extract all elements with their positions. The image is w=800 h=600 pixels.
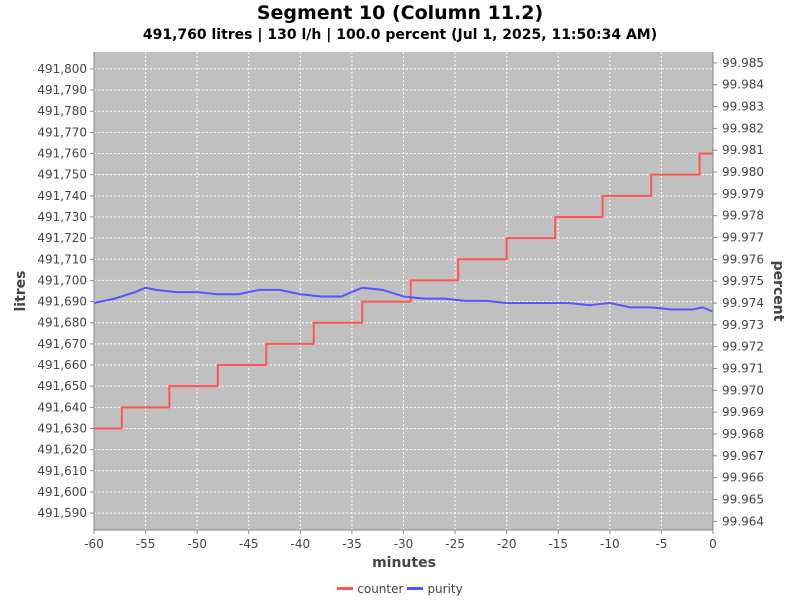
legend-item-purity: purity (407, 581, 463, 596)
y-tick-label-left: 491,710 (37, 252, 87, 266)
x-tick-label: -5 (655, 537, 667, 551)
x-tick-label: -35 (342, 537, 362, 551)
y-tick-label-right: 99.971 (722, 361, 764, 375)
y-tick-label-right: 99.965 (722, 492, 764, 506)
y-tick-label-left: 491,640 (37, 400, 87, 414)
y-tick-label-left: 491,800 (37, 62, 87, 76)
y-tick-label-left: 491,770 (37, 125, 87, 139)
x-tick-label: -10 (600, 537, 620, 551)
y-tick-label-right: 99.972 (722, 340, 764, 354)
y-tick-label-left: 491,760 (37, 147, 87, 161)
x-tick-label: -50 (187, 537, 207, 551)
chart-title: Segment 10 (Column 11.2) (256, 2, 544, 24)
legend-label: purity (427, 581, 463, 596)
y-tick-label-left: 491,630 (37, 421, 87, 435)
x-tick-label: 0 (709, 537, 717, 551)
y-tick-label-right: 99.970 (722, 383, 764, 397)
legend-label: counter (357, 581, 404, 596)
x-tick-label: -20 (497, 537, 517, 551)
y-tick-label-right: 99.981 (722, 143, 764, 157)
y-tick-label-right: 99.977 (722, 231, 764, 245)
grid-lines (93, 52, 714, 530)
x-tick-label: -30 (394, 537, 414, 551)
x-tick-label: -25 (445, 537, 465, 551)
y-tick-label-right: 99.982 (722, 121, 764, 135)
y-tick-label-right: 99.976 (722, 252, 764, 266)
series-line-purity (93, 286, 714, 313)
chart-subtitle: 491,760 litres | 130 l/h | 100.0 percent… (142, 27, 658, 43)
y-tick-label-right: 99.968 (722, 427, 764, 441)
x-tick-label: -55 (136, 537, 156, 551)
y-tick-label-left: 491,600 (37, 485, 87, 499)
y-tick-label-right: 99.966 (722, 471, 764, 485)
y-tick-label-left: 491,670 (37, 337, 87, 351)
y-tick-label-right: 99.978 (722, 209, 764, 223)
x-tick-label: -45 (239, 537, 259, 551)
y-tick-label-left: 491,610 (37, 464, 87, 478)
y-tick-label-left: 491,720 (37, 231, 87, 245)
series-layer (93, 152, 714, 430)
y-tick-label-right: 99.975 (722, 274, 764, 288)
y-tick-label-right: 99.985 (722, 56, 764, 70)
y-tick-label-left: 491,790 (37, 83, 87, 97)
plot-area (94, 52, 713, 530)
y-tick-label-right: 99.973 (722, 318, 764, 332)
series-line-counter (94, 152, 713, 430)
axes: -60 -55 -50 -45 -40 -35 -30 -25 -20 -15 -10 -5 0491,… (37, 52, 764, 551)
y-tick-label-right: 99.979 (722, 187, 764, 201)
legend-swatch (407, 587, 424, 590)
y-tick-label-right: 99.980 (722, 165, 764, 179)
x-axis-title: minutes (372, 555, 436, 571)
y-tick-label-left: 491,660 (37, 358, 87, 372)
y-tick-label-right: 99.983 (722, 100, 764, 114)
y-tick-label-left: 491,690 (37, 295, 87, 309)
y-tick-label-left: 491,650 (37, 379, 87, 393)
legend: counter purity (0, 579, 800, 596)
y-tick-label-right: 99.964 (722, 514, 764, 528)
y-tick-label-left: 491,680 (37, 316, 87, 330)
y-tick-label-right: 99.969 (722, 405, 764, 419)
legend-swatch (337, 587, 354, 590)
y-tick-label-right: 99.967 (722, 449, 764, 463)
y-axis-title-right: percent (770, 261, 786, 322)
x-tick-label: -15 (548, 537, 568, 551)
y-tick-label-left: 491,780 (37, 104, 87, 118)
y-tick-label-left: 491,750 (37, 168, 87, 182)
y-tick-label-right: 99.974 (722, 296, 764, 310)
y-tick-label-right: 99.984 (722, 78, 764, 92)
y-axis-title-left: litres (13, 270, 29, 311)
y-tick-label-left: 491,700 (37, 273, 87, 287)
y-tick-label-left: 491,590 (37, 506, 87, 520)
y-tick-label-left: 491,730 (37, 210, 87, 224)
legend-item-counter: counter (337, 582, 403, 596)
x-tick-label: -40 (291, 537, 311, 551)
x-tick-label: -60 (84, 537, 104, 551)
y-tick-label-left: 491,740 (37, 189, 87, 203)
y-tick-label-left: 491,620 (37, 443, 87, 457)
